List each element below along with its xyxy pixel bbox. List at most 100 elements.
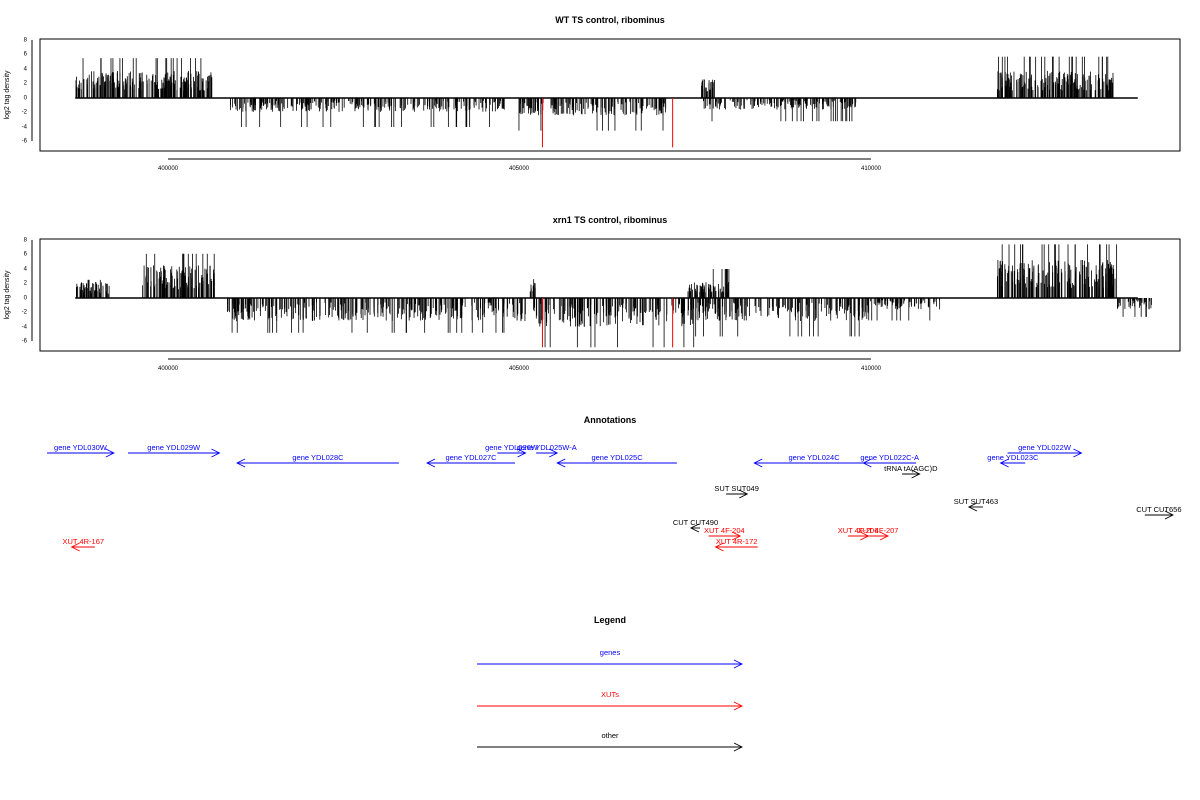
feature-arrowhead [211,448,221,458]
feature-label: gene YDL029W [147,443,201,452]
y-tick-label: -2 [22,310,28,316]
x-axis: 400000 405000 410000 [158,358,882,372]
feature-label: XUT 4R-172 [716,537,758,546]
y-tick-label: -4 [22,125,28,131]
x-tick-label: 410000 [861,166,882,172]
plot-frame [39,38,1181,152]
legend-item: XUTs [477,690,744,711]
annotation-feature: gene YDL026W [485,443,539,458]
y-tick-label: 6 [24,252,28,258]
y-tick-label: 6 [24,52,28,58]
feature-arrowhead [862,458,872,468]
track-title: xrn1 TS control, ribominus [553,215,668,225]
feature-arrowhead [911,469,921,479]
feature-arrowhead [517,448,527,458]
feature-arrowhead [739,489,749,499]
feature-arrowhead [549,448,559,458]
feature-arrowhead [714,542,724,552]
y-tick-label: 0 [24,296,28,302]
y-tick-label: -2 [22,110,28,116]
y-tick-label: 2 [24,81,28,87]
y-tick-label: -4 [22,325,28,331]
annotation-feature: XUT 4R-172 [714,537,758,552]
feature-arrowhead [753,458,763,468]
feature-arrowhead [426,458,436,468]
annotations-panel: Annotations gene YDL030W gene YDL029Wgene… [47,415,1182,552]
feature-arrowhead [999,458,1009,468]
y-axis: 8 6 4 2 0 -2 -4 -6 [22,238,33,345]
annotation-feature: CUT CUT656 [1136,505,1182,520]
feature-label: gene YDL022C-A [860,453,919,462]
x-tick-label: 405000 [509,366,530,372]
feature-arrowhead [556,458,566,468]
track-title: WT TS control, ribominus [555,15,665,25]
feature-label: gene YDL027C [445,453,497,462]
x-tick-label: 400000 [158,366,179,372]
y-tick-label: 8 [24,238,28,244]
y-axis: 8 6 4 2 0 -2 -4 -6 [22,38,33,145]
annotation-feature: gene YDL024C [753,453,874,468]
annotation-feature: gene YDL022C-A [860,453,919,468]
track-xrn1: xrn1 TS control, ribominus log2 tag dens… [4,215,1181,372]
annotation-feature: XUT 4F-207 [858,526,899,541]
feature-arrowhead [236,458,246,468]
annotation-feature: SUT SUT463 [954,497,998,512]
feature-arrowhead [1073,448,1083,458]
annotation-feature: gene YDL027C [426,453,515,468]
feature-label: XUT 4F-206 [838,526,879,535]
annotation-feature: gene YDL025C [556,453,677,468]
y-axis-label: log2 tag density [4,70,11,120]
feature-label: CUT CUT490 [673,518,718,527]
legend-arrowhead [733,659,744,669]
y-tick-label: 0 [24,96,28,102]
y-tick-label: -6 [22,339,28,345]
track-wt: WT TS control, ribominus log2 tag densit… [4,15,1181,172]
legend-title: Legend [594,615,626,625]
x-tick-label: 410000 [861,366,882,372]
annotation-feature: gene YDL023C [987,453,1039,468]
legend-panel: Legend genes XUTs other [477,615,744,752]
feature-label: gene YDL026W [485,443,539,452]
feature-label: gene YDL023C [987,453,1039,462]
legend-label: XUTs [601,690,619,699]
legend-label: genes [600,648,621,657]
feature-label: CUT CUT656 [1136,505,1181,514]
feature-label: XUT 4F-207 [858,526,899,535]
y-axis-label: log2 tag density [4,270,11,320]
y-tick-label: -6 [22,139,28,145]
annotation-features: gene YDL030W gene YDL029W gene YDL028C gene… [47,443,1182,552]
feature-label: gene YDL030W [54,443,108,452]
annotation-feature: gene YDL028C [236,453,399,468]
annotation-feature: gene YDL025W-A [517,443,577,458]
legend-item: other [477,731,744,752]
data-bars [75,56,1138,148]
feature-label: XUT 4F-204 [704,526,745,535]
feature-arrowhead [1164,510,1174,520]
feature-arrowhead [879,531,889,541]
feature-arrowhead [731,531,742,541]
y-tick-label: 4 [24,67,28,73]
annotation-feature: CUT CUT490 [673,518,718,533]
feature-arrowhead [70,542,80,552]
data-bars [75,244,1152,348]
annotation-feature: gene YDL030W [47,443,115,458]
x-tick-label: 400000 [158,166,179,172]
feature-arrowhead [689,523,700,533]
annotation-feature: tRNA tA(AGC)D [884,464,938,479]
feature-arrowhead [105,448,115,458]
annotation-feature: gene YDL022W [1007,443,1083,458]
legend-arrowhead [733,742,744,752]
annotation-feature: gene YDL029W [127,443,221,458]
legend-arrowhead [733,701,744,711]
annotation-feature: XUT 4R-167 [63,537,104,552]
annotation-feature: XUT 4F-204 [704,526,745,541]
y-tick-label: 8 [24,38,28,44]
feature-label: tRNA tA(AGC)D [884,464,938,473]
feature-label: SUT SUT463 [954,497,998,506]
feature-label: gene YDL025W-A [517,443,577,452]
feature-label: gene YDL025C [591,453,643,462]
legend-item: genes [477,648,744,669]
y-tick-label: 2 [24,281,28,287]
plot-frame [39,238,1181,352]
